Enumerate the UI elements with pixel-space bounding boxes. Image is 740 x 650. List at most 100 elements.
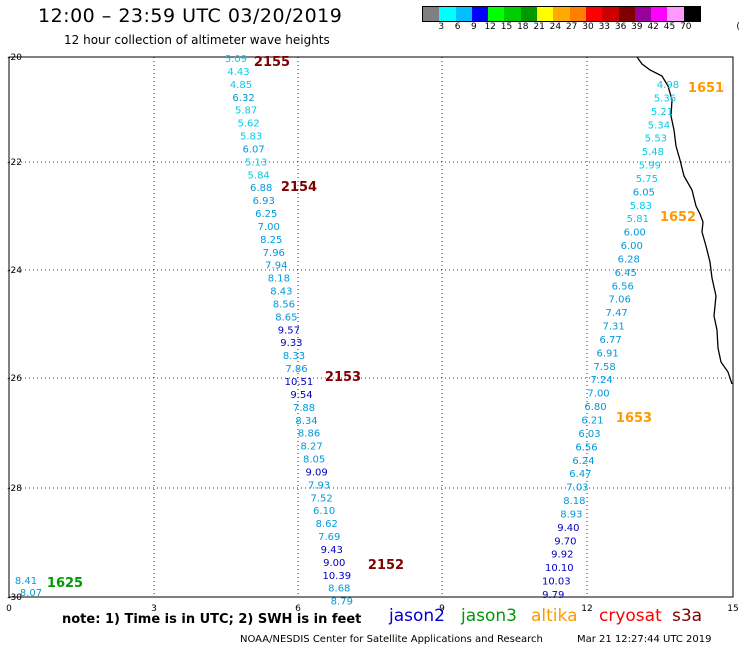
wave-height-value: 6.47 — [569, 469, 591, 480]
colorbar-swatch — [553, 7, 570, 21]
lon-tick-label: 15 — [727, 604, 738, 614]
colorbar-swatch — [683, 7, 701, 21]
wave-height-value: 7.03 — [566, 483, 588, 494]
wave-height-value: 8.43 — [270, 287, 292, 298]
wave-height-value: 7.00 — [587, 389, 609, 400]
wave-height-value: 6.00 — [621, 241, 643, 252]
colorbar-swatch — [488, 7, 505, 21]
wave-height-value: 6.77 — [599, 335, 621, 346]
wave-height-value: 5.75 — [636, 174, 658, 185]
wave-height-value: 6.56 — [612, 281, 634, 292]
lon-tick-label: 6 — [295, 604, 301, 614]
wave-height-value: 5.81 — [627, 214, 649, 225]
colorbar-label: 21 — [533, 22, 545, 32]
colorbar-label: 33 — [598, 22, 611, 32]
pass-number-label: 1625 — [47, 576, 83, 591]
legend-jason3: jason3 — [461, 606, 517, 626]
pass-number-label: 2155 — [254, 55, 290, 70]
colorbar-swatch — [602, 7, 619, 21]
wave-height-value: 8.18 — [268, 274, 290, 285]
wave-height-value: 8.93 — [560, 509, 582, 520]
wave-height-value: 8.41 — [15, 576, 37, 587]
legend-jason2: jason2 — [389, 606, 445, 626]
wave-height-value: 6.45 — [615, 268, 637, 279]
colorbar-label: 12 — [484, 22, 496, 32]
generated-timestamp: Mar 21 12:27:44 UTC 2019 — [577, 634, 712, 645]
wave-height-value: 5.83 — [630, 201, 652, 212]
wave-height-value: 5.62 — [237, 119, 259, 130]
colorbar-swatch — [667, 7, 684, 21]
map-frame — [8, 56, 734, 598]
lon-tick-label: 9 — [439, 604, 445, 614]
colorbar-label: 27 — [565, 22, 578, 32]
wave-height-value: 8.86 — [298, 429, 320, 440]
wave-height-value: 8.68 — [328, 584, 350, 595]
colorbar-swatch — [634, 7, 652, 21]
wave-height-value: 9.00 — [323, 558, 345, 569]
wave-height-value: 7.96 — [263, 248, 285, 259]
wave-height-value: 7.93 — [308, 480, 330, 491]
wave-height-value: 8.62 — [316, 519, 338, 530]
page-subtitle: 12 hour collection of altimeter wave hei… — [64, 33, 330, 47]
pass-number-label: 1652 — [660, 210, 696, 225]
wave-height-value: 9.54 — [290, 390, 312, 401]
wave-height-value: 9.09 — [305, 467, 327, 478]
wave-height-value: 5.21 — [651, 107, 673, 118]
wave-height-value: 5.09 — [225, 54, 247, 65]
wave-height-value: 8.05 — [303, 455, 325, 466]
colorbar-label: 18 — [517, 22, 529, 32]
wave-height-value: 10.03 — [542, 577, 571, 588]
credit-line: NOAA/NESDIS Center for Satellite Applica… — [240, 634, 543, 645]
colorbar-label: 39 — [631, 22, 643, 32]
wave-height-value: 6.93 — [253, 196, 275, 207]
colorbar-swatch — [651, 7, 668, 21]
wave-height-value: 7.88 — [293, 403, 315, 414]
wave-height-value: 6.56 — [575, 442, 597, 453]
wave-height-value: 6.03 — [578, 429, 600, 440]
wave-height-value: 5.99 — [639, 161, 661, 172]
wave-height-value: 7.69 — [318, 532, 340, 543]
wave-height-value: 6.00 — [624, 228, 646, 239]
coastline — [636, 56, 733, 385]
lat-tick-label: -30 — [7, 593, 22, 603]
wave-height-value: 8.25 — [260, 235, 282, 246]
wave-height-value: 6.24 — [572, 456, 594, 467]
colorbar-swatch — [585, 7, 603, 21]
wave-height-value: 6.88 — [250, 183, 272, 194]
wave-height-value: 9.43 — [321, 545, 343, 556]
wave-height-value: 5.87 — [235, 106, 257, 117]
lat-tick-label: -20 — [7, 53, 22, 63]
wave-height-colorbar — [422, 6, 702, 22]
wave-height-value: 6.05 — [633, 187, 655, 198]
lon-tick-label: 0 — [6, 604, 12, 614]
wave-height-value: 5.84 — [248, 170, 270, 181]
wave-height-value: 9.40 — [557, 523, 579, 534]
wave-height-value: 7.31 — [603, 322, 625, 333]
colorbar-swatch — [537, 7, 554, 21]
colorbar-swatch — [569, 7, 586, 21]
wave-height-value: 8.18 — [563, 496, 585, 507]
pass-number-label: 1651 — [688, 81, 724, 96]
wave-height-value: 8.27 — [300, 442, 322, 453]
colorbar-label: 6 — [454, 22, 461, 32]
wave-height-value: 6.80 — [584, 402, 606, 413]
wave-height-value: 7.24 — [590, 375, 612, 386]
colorbar-label: 24 — [549, 22, 562, 32]
wave-height-value: 8.34 — [295, 416, 317, 427]
wave-height-value: 7.47 — [606, 308, 628, 319]
wave-height-value: 5.48 — [642, 147, 664, 158]
wave-height-value: 9.70 — [554, 536, 576, 547]
colorbar-swatch — [423, 7, 440, 21]
colorbar-label: 45 — [663, 22, 676, 32]
wave-height-value: 4.43 — [227, 67, 249, 78]
wave-height-value: 9.92 — [551, 550, 573, 561]
wave-height-value: 7.86 — [285, 364, 307, 375]
colorbar-label: 15 — [500, 22, 513, 32]
wave-height-value: 7.06 — [609, 295, 631, 306]
wave-height-value: 6.25 — [255, 209, 277, 220]
lat-tick-label: -24 — [7, 266, 22, 276]
wave-height-value: 9.33 — [280, 338, 302, 349]
colorbar-swatch — [618, 7, 635, 21]
legend-altika: altika — [531, 606, 578, 626]
